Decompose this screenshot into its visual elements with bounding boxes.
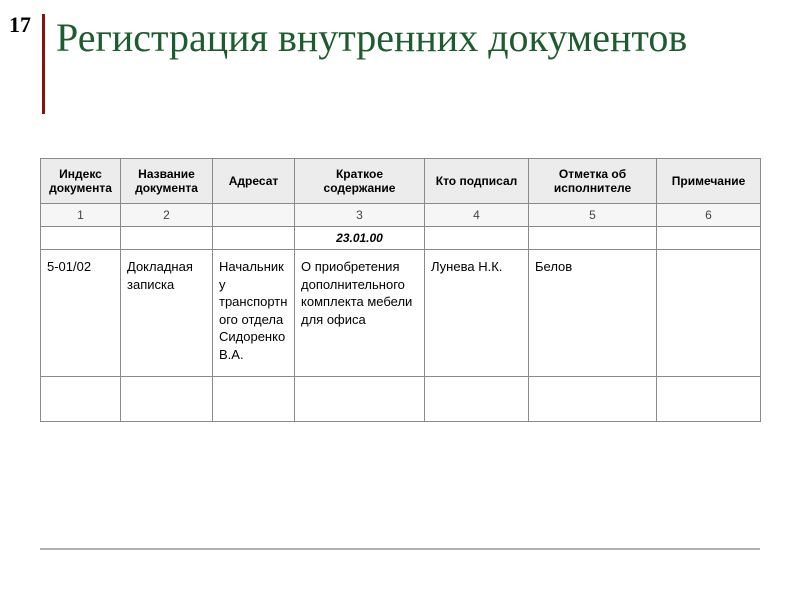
cell-addressee: Начальнику транспортного отдела Сидоренк… bbox=[213, 250, 295, 377]
col-header: Название документа bbox=[121, 159, 213, 204]
cell-index: 5-01/02 bbox=[41, 250, 121, 377]
table-header-row: Индекс документа Название документа Адре… bbox=[41, 159, 761, 204]
table-row: 5-01/02 Докладная записка Начальнику тра… bbox=[41, 250, 761, 377]
document-table: Индекс документа Название документа Адре… bbox=[40, 158, 761, 422]
cell-summary: О приобретения дополнительного комплекта… bbox=[295, 250, 425, 377]
cell-executor: Белов bbox=[529, 250, 657, 377]
date-cell bbox=[657, 227, 761, 250]
col-header: Отметка об исполнителе bbox=[529, 159, 657, 204]
col-number: 3 bbox=[295, 204, 425, 227]
col-header: Индекс документа bbox=[41, 159, 121, 204]
slide-number: 17 bbox=[6, 14, 34, 36]
cell-name bbox=[121, 377, 213, 422]
date-cell bbox=[529, 227, 657, 250]
cell-note bbox=[657, 250, 761, 377]
col-number: 2 bbox=[121, 204, 213, 227]
date-cell: 23.01.00 bbox=[295, 227, 425, 250]
col-number: 4 bbox=[425, 204, 529, 227]
col-header: Адресат bbox=[213, 159, 295, 204]
cell-name: Докладная записка bbox=[121, 250, 213, 377]
cell-executor bbox=[529, 377, 657, 422]
table-row bbox=[41, 377, 761, 422]
date-cell bbox=[213, 227, 295, 250]
cell-index bbox=[41, 377, 121, 422]
col-number: 5 bbox=[529, 204, 657, 227]
table-date-row: 23.01.00 bbox=[41, 227, 761, 250]
slide: 17 Регистрация внутренних документов Инд… bbox=[0, 0, 800, 600]
cell-note bbox=[657, 377, 761, 422]
cell-addressee bbox=[213, 377, 295, 422]
date-cell bbox=[121, 227, 213, 250]
table-column-numbers: 1 2 3 4 5 6 bbox=[41, 204, 761, 227]
col-header: Краткое содержание bbox=[295, 159, 425, 204]
col-number bbox=[213, 204, 295, 227]
slide-number-1: 17 bbox=[9, 12, 31, 37]
accent-bar bbox=[42, 14, 45, 114]
date-cell bbox=[41, 227, 121, 250]
col-header: Примечание bbox=[657, 159, 761, 204]
cell-summary bbox=[295, 377, 425, 422]
col-number: 1 bbox=[41, 204, 121, 227]
document-table-wrap: Индекс документа Название документа Адре… bbox=[40, 158, 760, 422]
col-header: Кто подписал bbox=[425, 159, 529, 204]
col-number: 6 bbox=[657, 204, 761, 227]
page-title: Регистрация внутренних документов bbox=[56, 14, 756, 62]
bottom-divider bbox=[40, 548, 760, 550]
cell-signed bbox=[425, 377, 529, 422]
cell-signed: Лунева Н.К. bbox=[425, 250, 529, 377]
date-cell bbox=[425, 227, 529, 250]
